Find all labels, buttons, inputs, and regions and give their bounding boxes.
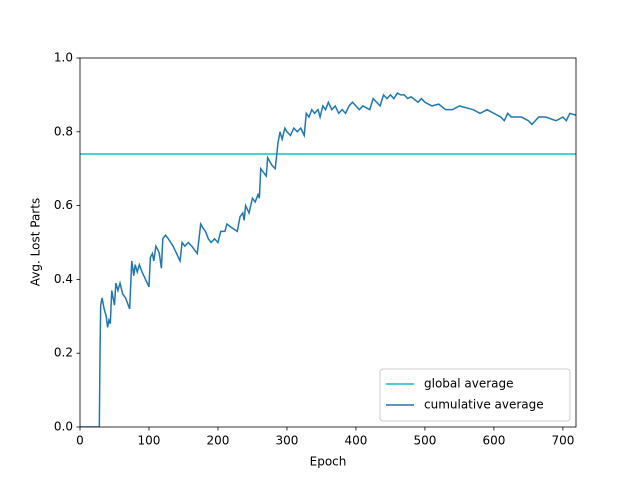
legend-box xyxy=(379,368,571,422)
plot-frame xyxy=(79,57,577,428)
x-tick-label: 0 xyxy=(76,434,84,448)
y-tick-label: 1.0 xyxy=(54,51,73,65)
legend-label: global average xyxy=(424,377,514,391)
x-tick-label: 700 xyxy=(551,434,574,448)
y-tick-label: 0.4 xyxy=(54,272,73,286)
x-axis-label: Epoch xyxy=(310,455,347,469)
legend-label: cumulative average xyxy=(424,398,544,412)
data-line xyxy=(80,92,576,427)
y-tick-label: 0.6 xyxy=(54,198,73,212)
y-tick-label: 0.2 xyxy=(54,346,73,360)
x-tick-label: 500 xyxy=(413,434,436,448)
x-tick-label: 600 xyxy=(482,434,505,448)
x-tick-label: 100 xyxy=(138,434,161,448)
y-tick-label: 0.0 xyxy=(54,420,73,434)
x-tick-label: 300 xyxy=(276,434,299,448)
x-tick-label: 200 xyxy=(207,434,230,448)
y-tick-label: 0.8 xyxy=(54,124,73,138)
y-axis-label: Avg. Lost Parts xyxy=(29,198,43,286)
x-tick-label: 400 xyxy=(344,434,367,448)
